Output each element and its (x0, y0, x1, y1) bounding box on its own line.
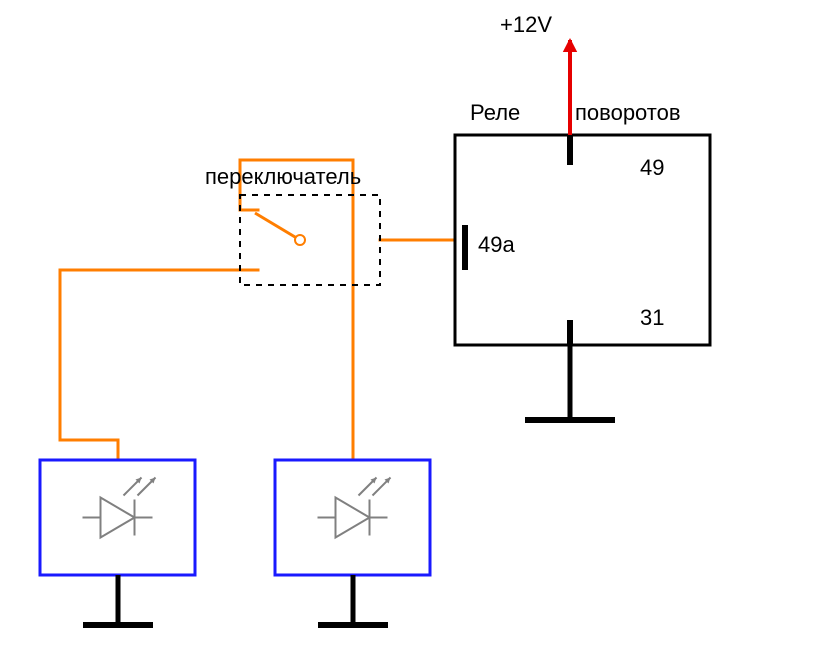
led-box-right (275, 460, 430, 575)
power-label: +12V (500, 12, 552, 38)
switch-wiper (255, 213, 300, 240)
switch-label: переключатель (205, 164, 361, 190)
switch-box (240, 195, 380, 285)
led-tri-left (101, 498, 135, 538)
pin49-label: 49 (640, 155, 664, 181)
pin49a-label: 49a (478, 232, 515, 258)
wire-l_led_drop (60, 440, 118, 460)
relay-label-right: поворотов (575, 100, 681, 126)
switch-pivot (295, 235, 305, 245)
led-tri-right (336, 498, 370, 538)
relay-label-left: Реле (470, 100, 520, 126)
pin31-label: 31 (640, 305, 664, 331)
power-arrowhead (563, 38, 577, 52)
led-box-left (40, 460, 195, 575)
